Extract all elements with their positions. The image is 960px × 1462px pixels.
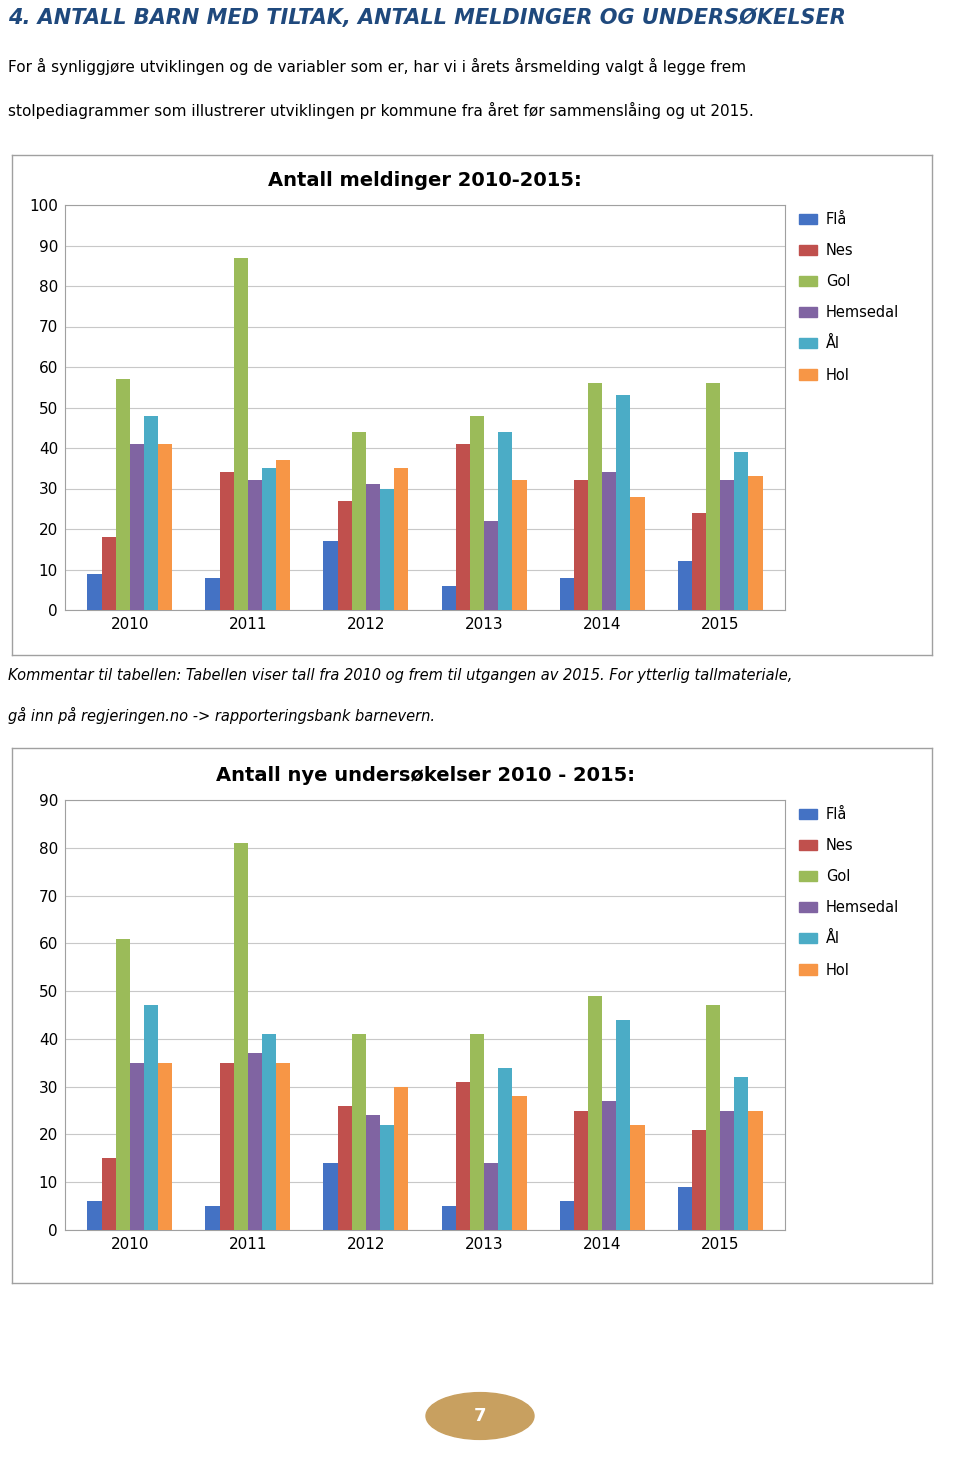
Bar — [130, 1063, 144, 1230]
Text: stolpediagrammer som illustrerer utviklingen pr kommune fra året før sammenslåin: stolpediagrammer som illustrerer utvikli… — [8, 102, 754, 118]
Bar — [395, 468, 408, 610]
Bar — [87, 573, 102, 610]
Text: 4. ANTALL BARN MED TILTAK, ANTALL MELDINGER OG UNDERSØKELSER: 4. ANTALL BARN MED TILTAK, ANTALL MELDIN… — [8, 7, 846, 28]
Bar — [749, 477, 762, 610]
Bar — [276, 461, 291, 610]
Bar — [338, 500, 351, 610]
Bar — [484, 1164, 498, 1230]
Bar — [158, 444, 173, 610]
Bar — [678, 561, 692, 610]
Bar — [102, 1158, 116, 1230]
Bar — [351, 431, 366, 610]
Bar — [602, 472, 616, 610]
Bar — [380, 488, 395, 610]
Bar — [484, 520, 498, 610]
Bar — [469, 415, 484, 610]
Bar — [749, 1111, 762, 1230]
Bar — [498, 431, 513, 610]
Bar — [144, 415, 158, 610]
Bar — [116, 939, 130, 1230]
Bar — [276, 1063, 291, 1230]
Bar — [734, 1077, 749, 1230]
Bar — [616, 395, 631, 610]
Bar — [574, 481, 588, 610]
Bar — [395, 1086, 408, 1230]
Bar — [469, 1034, 484, 1230]
Bar — [130, 444, 144, 610]
Bar — [442, 1206, 456, 1230]
Bar — [205, 1206, 220, 1230]
Bar — [262, 468, 276, 610]
Bar — [324, 1164, 338, 1230]
Bar — [560, 1202, 574, 1230]
Bar — [456, 444, 469, 610]
Bar — [720, 1111, 734, 1230]
Text: 7: 7 — [473, 1406, 487, 1425]
Bar — [442, 586, 456, 610]
Bar — [366, 484, 380, 610]
Bar — [513, 1096, 526, 1230]
Bar — [456, 1082, 469, 1230]
Text: Kommentar til tabellen: Tabellen viser tall fra 2010 og frem til utgangen av 201: Kommentar til tabellen: Tabellen viser t… — [8, 668, 792, 683]
Bar — [116, 379, 130, 610]
Bar — [262, 1034, 276, 1230]
Text: gå inn på regjeringen.no -> rapporteringsbank barnevern.: gå inn på regjeringen.no -> rapportering… — [8, 708, 435, 724]
Bar — [574, 1111, 588, 1230]
Bar — [158, 1063, 173, 1230]
Bar — [248, 1053, 262, 1230]
Bar — [616, 1020, 631, 1230]
Bar — [706, 383, 720, 610]
Title: Antall meldinger 2010-2015:: Antall meldinger 2010-2015: — [268, 171, 582, 190]
Circle shape — [426, 1393, 534, 1440]
Bar — [366, 1116, 380, 1230]
Bar — [220, 472, 234, 610]
Bar — [692, 1130, 706, 1230]
Bar — [692, 513, 706, 610]
Bar — [144, 1006, 158, 1230]
Title: Antall nye undersøkelser 2010 - 2015:: Antall nye undersøkelser 2010 - 2015: — [215, 766, 635, 785]
Bar — [631, 497, 644, 610]
Bar — [205, 577, 220, 610]
Text: For å synliggjøre utviklingen og de variabler som er, har vi i årets årsmelding : For å synliggjøre utviklingen og de vari… — [8, 58, 746, 75]
Legend: Flå, Nes, Gol, Hemsedal, Ål, Hol: Flå, Nes, Gol, Hemsedal, Ål, Hol — [800, 212, 899, 383]
Bar — [588, 996, 602, 1230]
Bar — [498, 1067, 513, 1230]
Bar — [338, 1105, 351, 1230]
Bar — [248, 481, 262, 610]
Bar — [234, 844, 248, 1230]
Bar — [602, 1101, 616, 1230]
Legend: Flå, Nes, Gol, Hemsedal, Ål, Hol: Flå, Nes, Gol, Hemsedal, Ål, Hol — [800, 807, 899, 978]
Bar — [706, 1006, 720, 1230]
Bar — [380, 1124, 395, 1230]
Bar — [631, 1124, 644, 1230]
Bar — [234, 257, 248, 610]
Bar — [734, 452, 749, 610]
Bar — [513, 481, 526, 610]
Bar — [720, 481, 734, 610]
Bar — [678, 1187, 692, 1230]
Bar — [560, 577, 574, 610]
Bar — [220, 1063, 234, 1230]
Bar — [87, 1202, 102, 1230]
Bar — [588, 383, 602, 610]
Bar — [102, 537, 116, 610]
Bar — [324, 541, 338, 610]
Bar — [351, 1034, 366, 1230]
